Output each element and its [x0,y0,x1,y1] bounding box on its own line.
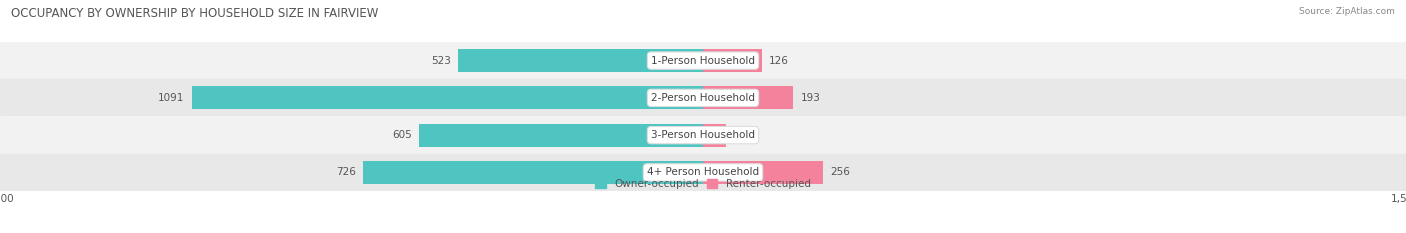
Text: 3-Person Household: 3-Person Household [651,130,755,140]
Bar [703,161,823,184]
Bar [703,49,762,72]
Bar [458,49,703,72]
Text: 1091: 1091 [159,93,184,103]
Bar [419,123,703,147]
Text: 126: 126 [769,56,789,65]
Text: 726: 726 [336,168,356,177]
Text: 605: 605 [392,130,412,140]
Text: 1-Person Household: 1-Person Household [651,56,755,65]
Text: 2-Person Household: 2-Person Household [651,93,755,103]
Text: 256: 256 [830,168,849,177]
Bar [363,161,703,184]
Bar [0,79,1406,116]
Text: Source: ZipAtlas.com: Source: ZipAtlas.com [1299,7,1395,16]
Bar [0,154,1406,191]
Bar [703,86,793,110]
Text: 193: 193 [800,93,820,103]
Text: 50: 50 [734,130,747,140]
Bar [703,123,727,147]
Text: 523: 523 [432,56,451,65]
Bar [0,116,1406,154]
Bar [0,42,1406,79]
Bar [191,86,703,110]
Text: OCCUPANCY BY OWNERSHIP BY HOUSEHOLD SIZE IN FAIRVIEW: OCCUPANCY BY OWNERSHIP BY HOUSEHOLD SIZE… [11,7,378,20]
Text: 4+ Person Household: 4+ Person Household [647,168,759,177]
Legend: Owner-occupied, Renter-occupied: Owner-occupied, Renter-occupied [595,179,811,189]
